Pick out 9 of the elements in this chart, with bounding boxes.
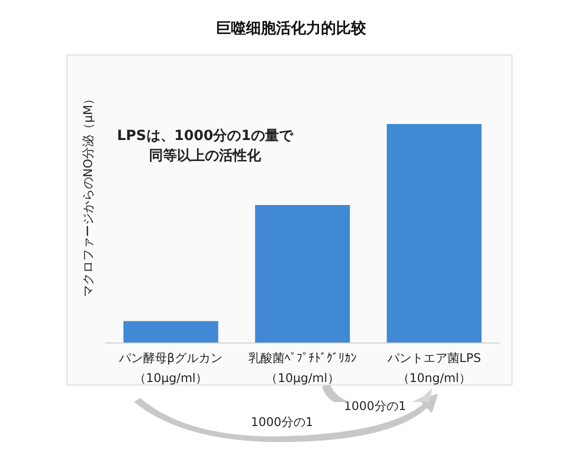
y-axis-title: マクロファージからのNO分泌（μM） (81, 92, 95, 298)
chart-title: 巨噬细胞活化力的比较 (216, 19, 367, 37)
x-tick-label: パン酵母βグルカン（10μg/ml） (118, 351, 223, 385)
text: 1000分の1 (344, 399, 406, 413)
x-tick-label: 乳酸菌ﾍﾟﾌﾟﾁﾄﾞｸﾞﾘｶﾝ（10μg/ml） (248, 351, 356, 385)
annotation: LPSは、1000分の1の量で (117, 128, 294, 144)
annotation: 同等以上の活性化 (149, 148, 262, 164)
text: 1000分の1 (250, 415, 314, 429)
x-tick-label: パントエア菌LPS（10ng/ml） (386, 351, 481, 385)
